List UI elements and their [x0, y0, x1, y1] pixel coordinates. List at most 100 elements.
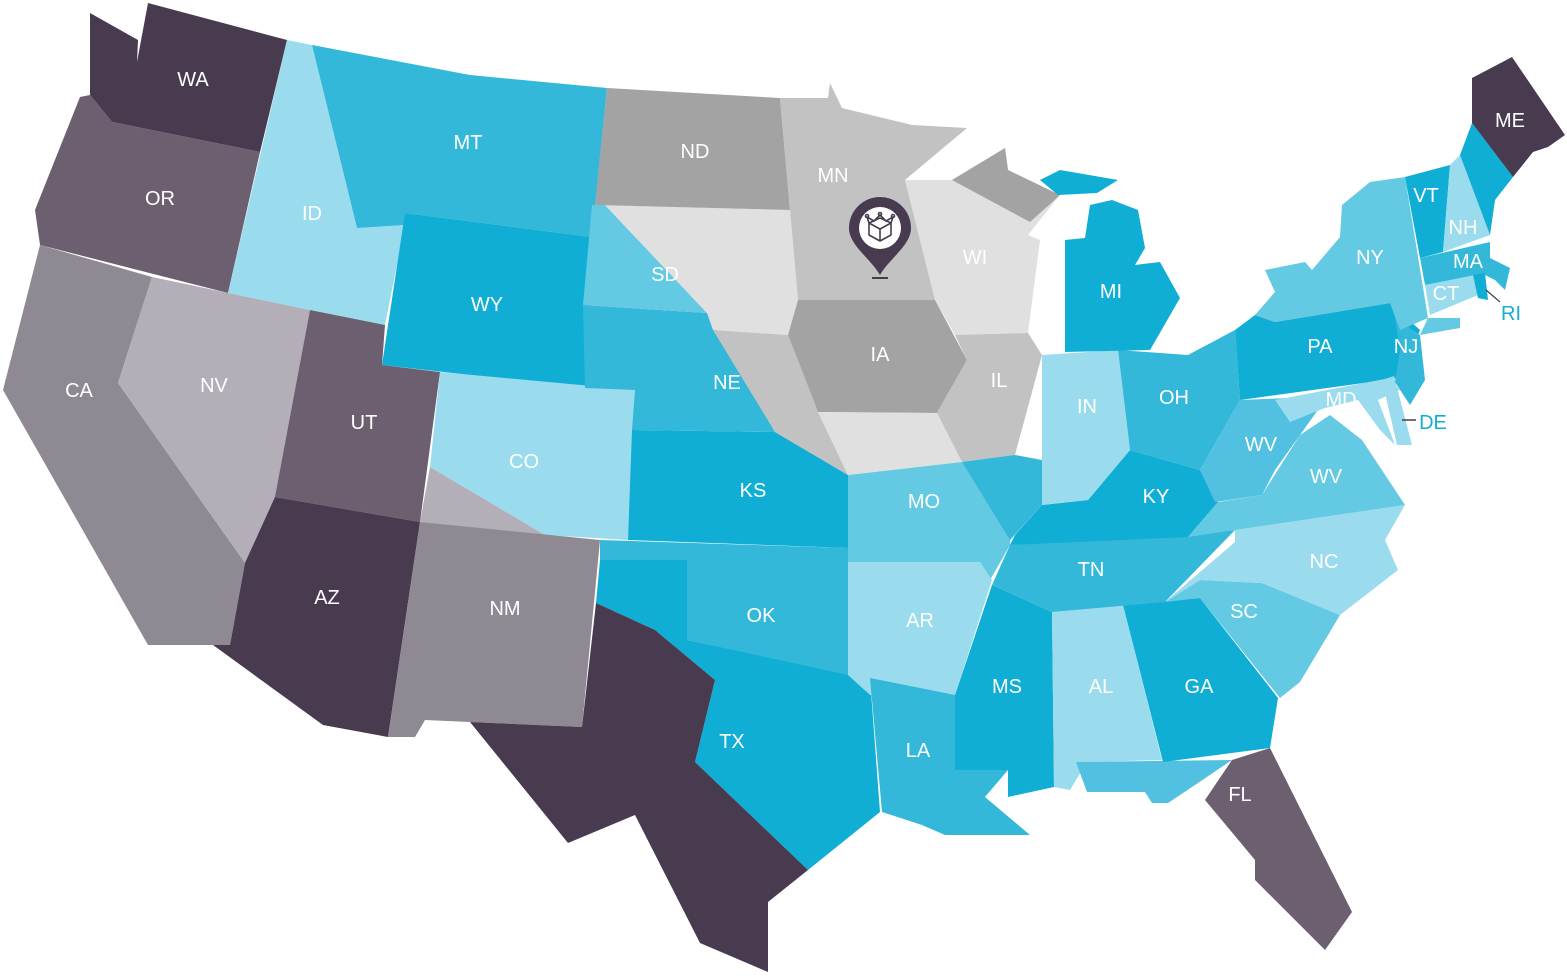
label-LA: LA [906, 740, 931, 762]
state-NJ[interactable] [1395, 318, 1425, 405]
label-OK: OK [747, 605, 777, 627]
state-AL[interactable] [1052, 605, 1162, 790]
label-CO: CO [509, 451, 539, 473]
state-TX-north[interactable] [596, 560, 880, 870]
label-WA: WA [177, 69, 209, 91]
label-WI: WI [963, 247, 987, 269]
label-VA: WV [1310, 466, 1343, 488]
state-VA[interactable] [1188, 415, 1405, 537]
label-MI: MI [1100, 281, 1122, 303]
region-patch [713, 330, 848, 475]
state-KS[interactable] [628, 430, 848, 548]
label-SC: SC [1230, 601, 1258, 623]
region-patch [962, 455, 1042, 540]
state-CT[interactable] [1425, 275, 1478, 315]
location-marker[interactable] [849, 197, 911, 279]
state-MD[interactable] [1275, 378, 1400, 445]
label-AL: AL [1089, 676, 1113, 698]
state-IN[interactable] [1042, 350, 1130, 505]
state-ME-south[interactable] [1460, 123, 1513, 235]
pin-inner-circle [859, 207, 901, 249]
state-WV[interactable] [1200, 398, 1325, 502]
label-IL: IL [991, 370, 1008, 392]
label-OH: OH [1159, 387, 1189, 409]
state-LA[interactable] [870, 678, 1030, 835]
state-NM[interactable] [388, 522, 600, 737]
state-CO[interactable] [430, 372, 635, 540]
state-RI[interactable] [1473, 273, 1488, 300]
label-MO: MO [908, 491, 940, 513]
state-WA[interactable] [90, 3, 287, 152]
state-ND[interactable] [595, 88, 790, 210]
state-NH[interactable] [1443, 155, 1490, 252]
state-DE[interactable] [1382, 376, 1412, 445]
state-UT[interactable] [275, 310, 440, 522]
state-AR[interactable] [848, 562, 992, 695]
state-VT[interactable] [1405, 165, 1450, 258]
label-IN: IN [1077, 396, 1097, 418]
region-patch [952, 148, 1060, 222]
state-MT[interactable] [312, 45, 607, 237]
state-NC[interactable] [1165, 505, 1405, 615]
state-MO[interactable] [848, 455, 1015, 580]
state-SD[interactable] [605, 205, 798, 335]
state-KY[interactable] [1010, 450, 1218, 545]
label-NC: NC [1310, 551, 1339, 573]
label-TN: TN [1078, 559, 1105, 581]
region-patch [818, 412, 962, 475]
state-MI[interactable] [1065, 200, 1180, 352]
label-AZ: AZ [314, 587, 340, 609]
state-MS[interactable] [955, 585, 1054, 797]
region-patch [420, 467, 545, 535]
label-ID: ID [302, 203, 322, 225]
label-IA: IA [871, 344, 891, 366]
label-NH: NH [1449, 217, 1478, 239]
state-ME[interactable] [1472, 57, 1565, 177]
label-MT: MT [454, 132, 483, 154]
label-MS: MS [992, 676, 1022, 698]
state-CA[interactable] [3, 245, 245, 645]
label-NM: NM [489, 598, 520, 620]
label-AR: AR [906, 610, 934, 632]
state-NE[interactable] [583, 305, 775, 432]
label-SD: SD [651, 264, 679, 286]
label-DE: DE [1419, 412, 1447, 434]
state-FL[interactable] [1205, 748, 1352, 950]
label-UT: UT [351, 412, 378, 434]
region-patch [1076, 760, 1232, 803]
state-OR[interactable] [35, 95, 260, 293]
label-NJ: NJ [1394, 336, 1418, 358]
state-OK[interactable] [600, 540, 848, 675]
state-IL[interactable] [937, 333, 1042, 462]
state-WY[interactable] [382, 213, 592, 388]
state-SC[interactable] [1165, 580, 1340, 698]
state-AZ[interactable] [213, 497, 420, 737]
label-CT: CT [1433, 283, 1460, 305]
state-GA[interactable] [1123, 598, 1278, 762]
state-ID[interactable] [228, 40, 405, 325]
label-NV: NV [200, 375, 228, 397]
leader-lines [1402, 289, 1501, 421]
state-IA[interactable] [788, 300, 967, 413]
state-SD-west[interactable] [583, 205, 707, 313]
state-TX[interactable] [470, 603, 808, 972]
label-ND: ND [681, 141, 710, 163]
state-MA[interactable] [1420, 242, 1510, 290]
label-MN: MN [817, 165, 848, 187]
label-NY: NY [1356, 247, 1384, 269]
leader-line-ri [1485, 289, 1501, 303]
label-KY: KY [1143, 486, 1170, 508]
state-NY-long-island[interactable] [1420, 318, 1460, 335]
state-NV[interactable] [118, 277, 310, 563]
state-MI-upper[interactable] [1040, 170, 1118, 195]
label-NE: NE [713, 372, 741, 394]
state-NY[interactable] [1255, 177, 1428, 330]
label-MA: MA [1453, 251, 1484, 273]
state-MN[interactable] [780, 83, 967, 300]
state-TN[interactable] [992, 530, 1235, 612]
state-PA[interactable] [1235, 303, 1420, 400]
state-labels: WA OR CA NV ID MT WY UT CO AZ NM TX OK K… [65, 69, 1525, 806]
state-OH[interactable] [1118, 330, 1240, 470]
label-CA: CA [65, 380, 93, 402]
